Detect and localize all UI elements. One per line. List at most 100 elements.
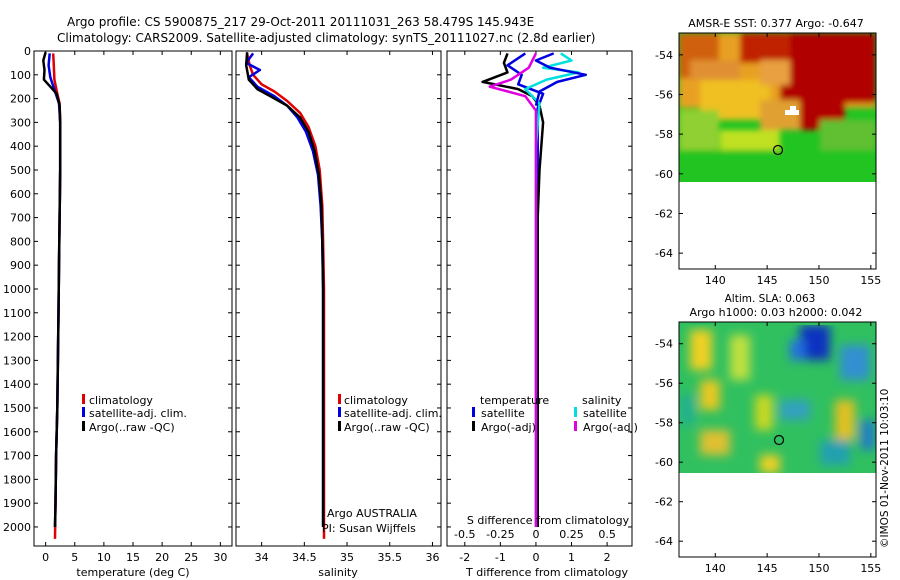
legend-label-satellite: satellite-adj. clim. bbox=[89, 407, 187, 420]
y-tick-label: 0 bbox=[24, 45, 31, 58]
series-line-salinity-argo-adj- bbox=[488, 52, 538, 527]
title-line-1: Argo profile: CS 5900875_217 29-Oct-2011… bbox=[67, 15, 534, 29]
map-y-tick-label: -56 bbox=[655, 377, 673, 390]
map-y-tick-label: -56 bbox=[655, 88, 673, 101]
sst-map-axes: 140 145 150 155 -54 -56 -58 -60 -62 -64 bbox=[655, 33, 881, 287]
sla-map-subtitle: Argo h1000: 0.03 h2000: 0.042 bbox=[690, 306, 863, 319]
map-y-tick-label: -62 bbox=[655, 496, 673, 509]
sla-map-axes: 140 145 150 155 -54 -56 -58 -60 -62 -64 bbox=[655, 322, 881, 575]
y-tick-label: 400 bbox=[10, 140, 31, 153]
x-top-tick-label: 0.25 bbox=[559, 528, 584, 541]
map-x-tick-label: 150 bbox=[808, 274, 829, 287]
y-tick-label: 1200 bbox=[3, 331, 31, 344]
y-tick-label: 1500 bbox=[3, 402, 31, 415]
map-x-tick-label: 155 bbox=[860, 274, 881, 287]
map-y-tick-label: -54 bbox=[655, 338, 673, 351]
x-top-tick-label: 0.5 bbox=[598, 528, 616, 541]
series-line-satellite-upper- bbox=[534, 52, 588, 107]
series-line-climatology bbox=[245, 53, 326, 539]
x-tick-label: 15 bbox=[126, 551, 140, 564]
y-tick-label: 200 bbox=[10, 93, 31, 106]
legend-swatch-argo bbox=[338, 421, 341, 431]
legend-swatch-temp-satellite bbox=[472, 407, 475, 417]
y-tick-label: 2000 bbox=[3, 521, 31, 534]
series-line-salinity-satellite bbox=[524, 52, 580, 527]
x-tick-label: 5 bbox=[71, 551, 78, 564]
title-line-2: Climatology: CARS2009. Satellite-adjuste… bbox=[57, 31, 595, 45]
legend-swatch-sal-satellite bbox=[574, 407, 577, 417]
map-y-tick-label: -60 bbox=[655, 456, 673, 469]
x-tick-label: 34.5 bbox=[292, 551, 317, 564]
y-tick-label: 1300 bbox=[3, 354, 31, 367]
legend-label-argo: Argo(..raw -QC) bbox=[344, 421, 430, 434]
series-group bbox=[244, 52, 326, 539]
footer-stamp: ©IMOS 01-Nov-2011 10:03:10 bbox=[879, 389, 891, 548]
sst-map-title: AMSR-E SST: 0.377 Argo: -0.647 bbox=[688, 17, 864, 30]
legend-swatch-climatology bbox=[82, 394, 85, 404]
y-tick-label: 1100 bbox=[3, 307, 31, 320]
series-line-satellite-adj-clim- bbox=[244, 52, 325, 527]
map-x-tick-label: 140 bbox=[705, 274, 726, 287]
series-line-temperature-argo-adj- bbox=[481, 52, 545, 527]
temperature-xlabel: temperature (deg C) bbox=[76, 566, 189, 579]
x-tick-label: -1 bbox=[495, 551, 506, 564]
y-tick-label: 1400 bbox=[3, 378, 31, 391]
sla-map-title: Altim. SLA: 0.063 bbox=[725, 293, 816, 305]
salinity-axes bbox=[235, 50, 442, 547]
institution-label: Argo AUSTRALIA bbox=[327, 507, 417, 520]
y-tick-label: 1700 bbox=[3, 450, 31, 463]
map-y-tick-label: -60 bbox=[655, 168, 673, 181]
map-x-tick-label: 145 bbox=[757, 562, 778, 575]
y-tick-label: 900 bbox=[10, 259, 31, 272]
series-line-argo-raw-qc- bbox=[244, 52, 325, 527]
sst-map-frame bbox=[678, 32, 877, 270]
sst-map bbox=[679, 33, 876, 182]
temperature-chart: 0100200300400500600700800900100011001200… bbox=[3, 45, 232, 564]
legend-label-climatology: climatology bbox=[89, 394, 153, 407]
y-tick-label: 1800 bbox=[3, 473, 31, 486]
difference-legend: temperature salinity satellite Argo(-adj… bbox=[472, 394, 638, 434]
difference-chart: -2 -1 0 1 2 -0.5 -0.25 0 0.25 0.5 bbox=[447, 50, 632, 564]
x-top-tick-label: 0 bbox=[532, 528, 539, 541]
legend-label-satellite: satellite-adj. clim. bbox=[344, 407, 442, 420]
x-tick-label: 25 bbox=[184, 551, 198, 564]
salinity-legend: climatology satellite-adj. clim. Argo(..… bbox=[322, 394, 442, 535]
x-tick-label: 35 bbox=[340, 551, 354, 564]
series-group bbox=[42, 51, 62, 539]
y-tick-label: 1900 bbox=[3, 497, 31, 510]
x-tick-label: 36 bbox=[425, 551, 439, 564]
y-tick-label: 1000 bbox=[3, 283, 31, 296]
legend-label-climatology: climatology bbox=[344, 394, 408, 407]
map-x-tick-label: 150 bbox=[808, 562, 829, 575]
legend-label-sal-satellite: satellite bbox=[583, 407, 627, 420]
sla-argo-marker bbox=[773, 434, 785, 446]
x-tick-label: 0 bbox=[532, 551, 539, 564]
legend-swatch-sal-argo bbox=[574, 421, 577, 431]
sst-argo-marker bbox=[772, 144, 784, 156]
series-group bbox=[481, 52, 588, 527]
y-tick-label: 600 bbox=[10, 188, 31, 201]
x-tick-label: 1 bbox=[568, 551, 575, 564]
y-tick-label: 800 bbox=[10, 235, 31, 248]
map-y-tick-label: -58 bbox=[655, 417, 673, 430]
difference-xlabel: T difference from climatology bbox=[465, 566, 628, 579]
legend-header-salinity: salinity bbox=[582, 394, 622, 407]
sla-map bbox=[679, 322, 876, 473]
pi-label: PI: Susan Wijffels bbox=[322, 522, 416, 535]
x-tick-label: 20 bbox=[155, 551, 169, 564]
legend-swatch-argo bbox=[82, 421, 85, 431]
x-tick-label: 35.5 bbox=[378, 551, 403, 564]
legend-swatch-climatology bbox=[338, 394, 341, 404]
series-line-argo-raw-qc- bbox=[42, 51, 62, 528]
temperature-legend: climatology satellite-adj. clim. Argo(..… bbox=[82, 394, 187, 434]
x-tick-label: 2 bbox=[604, 551, 611, 564]
y-tick-label: 100 bbox=[10, 69, 31, 82]
salinity-xlabel: salinity bbox=[318, 566, 358, 579]
legend-label-temp-satellite: satellite bbox=[481, 407, 525, 420]
difference-top-xlabel: S difference from climatology bbox=[467, 514, 630, 527]
legend-swatch-satellite bbox=[82, 407, 85, 417]
y-tick-label: 500 bbox=[10, 164, 31, 177]
legend-label-sal-argo: Argo(-adj) bbox=[583, 421, 638, 434]
legend-header-temperature: temperature bbox=[480, 394, 549, 407]
